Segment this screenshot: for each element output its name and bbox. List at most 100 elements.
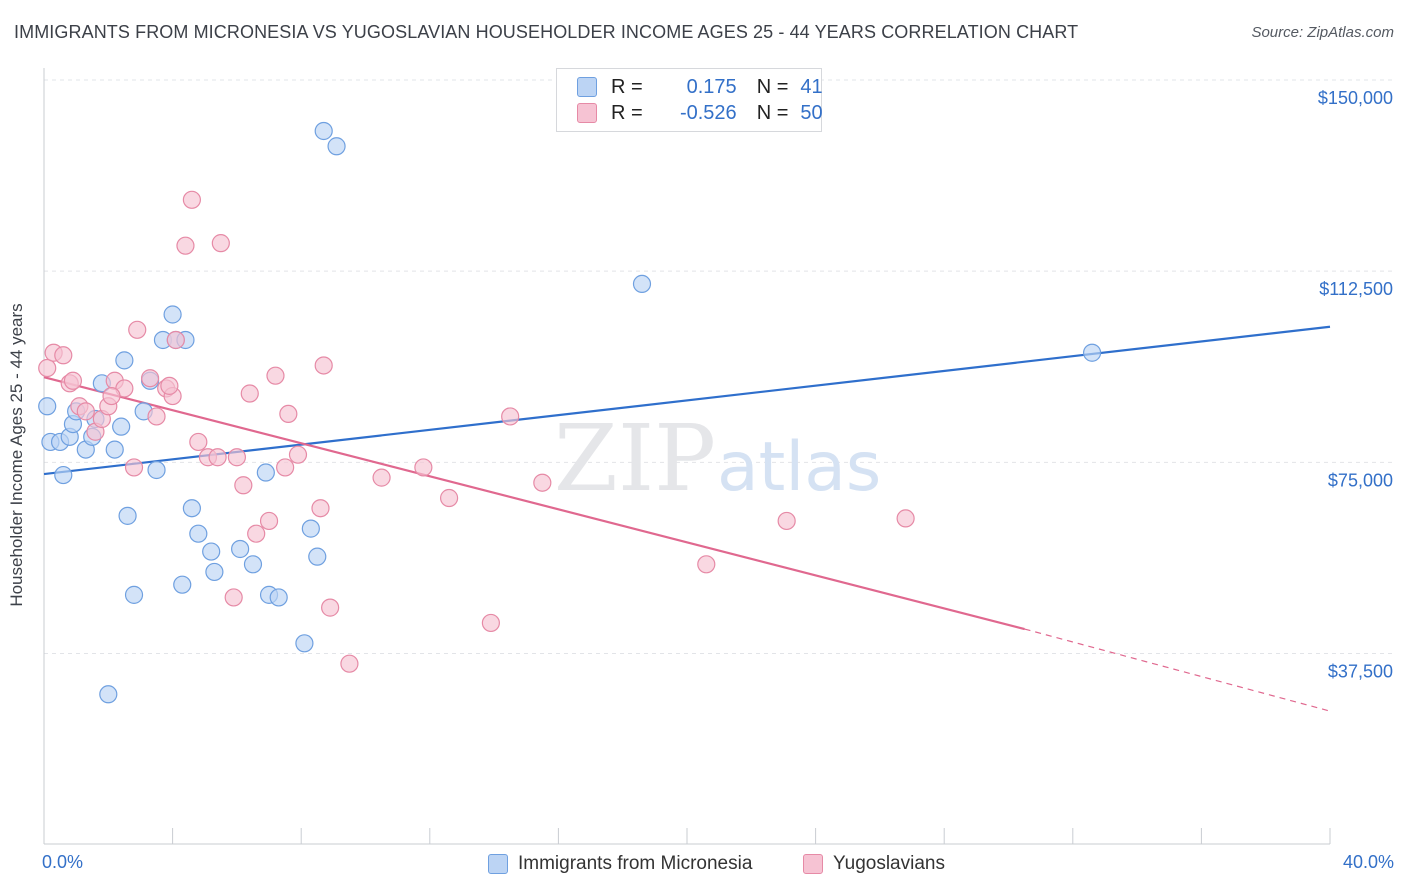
trend-line-yugoslavians-extension <box>1024 628 1331 712</box>
yugoslavians-point <box>276 458 295 477</box>
trend-lines <box>43 325 1331 712</box>
legend-r-label: R = <box>611 101 643 124</box>
micronesia-point <box>301 519 320 538</box>
yugoslavians-point <box>208 448 227 467</box>
micronesia-point <box>38 397 57 416</box>
micronesia-point <box>163 305 182 324</box>
micronesia-point <box>632 274 652 294</box>
yugoslavians-point <box>414 458 433 477</box>
micronesia-point <box>1082 343 1102 362</box>
yugoslavians-point <box>176 236 195 255</box>
yugoslavians-point <box>38 358 57 378</box>
micronesia-point <box>189 524 208 543</box>
yugoslavians-point <box>76 402 95 421</box>
yugoslavians-point <box>224 588 243 607</box>
yugoslavians-point <box>234 476 253 495</box>
y-tick-label: $37,500 <box>1328 662 1393 682</box>
yugoslavians-point <box>697 555 716 574</box>
yugoslavians-point <box>501 407 520 426</box>
yugoslavians-point <box>279 404 298 424</box>
micronesia-point <box>231 539 250 559</box>
legend-swatch-yugoslavians <box>577 103 597 123</box>
bottom-legend-yugoslavians[interactable]: Yugoslavians <box>803 852 945 876</box>
micronesia-point <box>173 575 192 594</box>
bottom-legend-swatch-yugoslavians <box>803 854 823 874</box>
yugoslavians-point <box>288 445 308 464</box>
yugoslavians-point <box>340 654 359 673</box>
legend-r-value: -0.526 <box>679 101 737 124</box>
yugoslavians-point <box>160 376 179 395</box>
yugoslavians-point <box>372 468 391 487</box>
micronesia-point <box>256 463 275 482</box>
trend-line-yugoslavians <box>43 376 1025 631</box>
micronesia-point <box>147 460 166 480</box>
micronesia-point <box>308 547 327 566</box>
yugoslavians-point <box>439 488 459 508</box>
yugoslavians-point <box>259 511 279 531</box>
yugoslavians-point <box>63 371 83 390</box>
yugoslavians-point <box>896 509 915 528</box>
correlation-legend: R = 0.175 N = 41 R = -0.526 N = 50 <box>556 68 823 132</box>
micronesia-point <box>327 137 346 156</box>
trend-line-micronesia <box>43 325 1331 476</box>
yugoslavians-point <box>102 386 121 406</box>
y-tick-label: $75,000 <box>1328 470 1393 490</box>
source-attribution: Source: ZipAtlas.com <box>1251 24 1394 41</box>
yugoslavians-point <box>533 473 552 492</box>
micronesia-point <box>124 585 144 604</box>
micronesia-point <box>112 417 131 436</box>
yugoslavians-point <box>211 234 230 253</box>
yugoslavians-point <box>189 432 208 452</box>
micronesia-point <box>202 542 221 561</box>
legend-row-yugoslavians: R = -0.526 N = 50 <box>577 100 823 126</box>
micronesia-point <box>243 555 263 574</box>
y-tick-label: $150,000 <box>1318 88 1393 108</box>
legend-r-value: 0.175 <box>686 75 737 98</box>
yugoslavians-point <box>182 190 201 209</box>
bottom-legend-swatch-micronesia <box>488 854 508 874</box>
x-tick-label-max: 40.0% <box>1342 852 1394 872</box>
micronesia-point <box>115 351 134 370</box>
micronesia-point <box>269 588 288 607</box>
y-axis-label: Householder Income Ages 25 - 44 years <box>7 303 26 607</box>
micronesia-point <box>54 465 73 485</box>
yugoslavians-point <box>166 330 185 350</box>
y-tick-labels: $37,500 $75,000 $112,500 $150,000 <box>1318 88 1393 682</box>
micronesia-point <box>99 685 118 704</box>
yugoslavians-point <box>140 369 160 388</box>
watermark-atlas: atlas <box>717 428 881 507</box>
x-tick-label-min: 0.0% <box>42 852 84 872</box>
watermark: ZIP atlas <box>554 405 881 512</box>
series-yugoslavians-points <box>38 190 915 673</box>
watermark-zip: ZIP <box>554 405 716 512</box>
yugoslavians-point <box>247 524 266 543</box>
axes <box>43 68 1331 845</box>
yugoslavians-point <box>311 499 330 518</box>
bottom-legend-label-yugoslavians: Yugoslavians <box>833 853 945 874</box>
micronesia-point <box>314 121 333 141</box>
bottom-legend-label-micronesia: Immigrants from Micronesia <box>518 853 753 874</box>
yugoslavians-point <box>227 448 246 467</box>
yugoslavians-point <box>777 511 796 531</box>
micronesia-point <box>205 562 224 582</box>
bottom-legend-micronesia[interactable]: Immigrants from Micronesia <box>488 852 752 876</box>
yugoslavians-point <box>147 407 166 426</box>
legend-row-micronesia: R = 0.175 N = 41 <box>577 74 823 100</box>
yugoslavians-point <box>124 458 144 477</box>
yugoslavians-point <box>481 613 500 633</box>
micronesia-point <box>182 499 201 518</box>
legend-swatch-micronesia <box>577 77 597 97</box>
yugoslavians-point <box>54 346 73 365</box>
yugoslavians-point <box>314 356 333 375</box>
legend-n-label: N = <box>756 75 789 98</box>
yugoslavians-point <box>266 366 285 385</box>
micronesia-point <box>105 440 124 459</box>
micronesia-point <box>118 506 137 525</box>
yugoslavians-point <box>240 384 259 403</box>
micronesia-point <box>295 634 314 653</box>
grid-lines <box>44 79 1392 654</box>
legend-n-value: 50 <box>800 101 823 124</box>
yugoslavians-point <box>128 320 147 339</box>
legend-r-label: R = <box>611 75 643 98</box>
